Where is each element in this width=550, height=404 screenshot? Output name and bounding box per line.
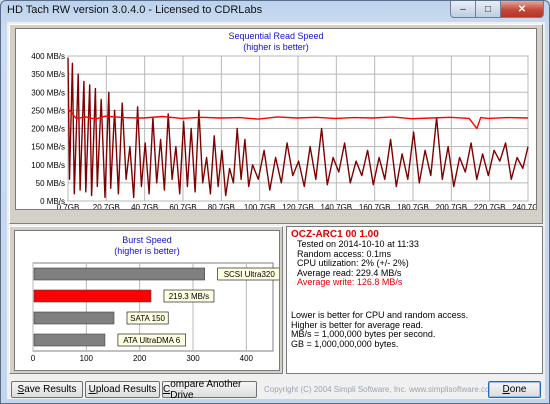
y-tick-label: 100 MB/s [31, 161, 65, 170]
x-tick-label: 100.7GB [244, 203, 276, 209]
burst-x-tick-label: 100 [80, 354, 94, 363]
burst-bar [33, 333, 106, 347]
x-tick-label: 20.7GB [93, 203, 120, 209]
x-tick-label: 40.7GB [131, 203, 158, 209]
title-bar[interactable]: HD Tach RW version 3.0.4.0 - Licensed to… [1, 1, 549, 21]
cpu-utilization: CPU utilization: 2% (+/- 2%) [297, 258, 409, 268]
note-line: GB = 1,000,000,000 bytes. [291, 338, 399, 349]
sequential-title: Sequential Read Speed (higher is better) [16, 31, 536, 53]
y-tick-label: 150 MB/s [31, 143, 65, 152]
x-tick-label: 180.7GB [397, 203, 429, 209]
burst-label-box [126, 311, 169, 325]
upload-label: pload Results [95, 384, 157, 395]
client-area: Sequential Read Speed (higher is better)… [7, 22, 545, 401]
test-results: Tested on 2014-10-10 at 11:33 Random acc… [297, 239, 419, 288]
burst-label-box [217, 267, 279, 281]
burst-plot: Burst Speed (higher is better) 0 100 200 30… [14, 230, 280, 371]
x-tick-label: 240.7GB [512, 203, 536, 209]
y-tick-label: 350 MB/s [31, 70, 65, 79]
burst-chart: 0 100 200 300 400 SCSI Ultra320 219.3 MB/s SATA… [31, 262, 279, 363]
done-accelerator: D [502, 384, 510, 395]
sequential-plot: Sequential Read Speed (higher is better)… [15, 28, 537, 210]
minimize-icon: – [460, 3, 466, 15]
burst-bar-label: ATA UltraDMA 6 [123, 336, 181, 345]
close-button[interactable]: ✕ [501, 1, 544, 18]
sequential-title-line1: Sequential Read Speed [228, 31, 324, 41]
compare-accelerator: C [163, 384, 171, 395]
write-speed-line [67, 57, 529, 199]
drive-name: OCZ-ARC1 00 1.00 [291, 229, 379, 240]
burst-x-tick-label: 400 [240, 354, 254, 363]
y-tick-label: 200 MB/s [31, 125, 65, 134]
close-icon: ✕ [517, 3, 527, 15]
done-label: one [509, 384, 527, 395]
y-tick-label: 50 MB/s [36, 179, 65, 188]
window-controls: – □ ✕ [450, 1, 544, 19]
y-tick-label: 250 MB/s [31, 106, 65, 115]
burst-bar-label: SATA 150 [130, 314, 165, 323]
burst-title-line1: Burst Speed [122, 235, 172, 245]
copyright-text[interactable]: Copyright (C) 2004 Simpli Software, Inc.… [264, 385, 497, 394]
burst-bar [33, 289, 152, 303]
y-tick-label: 300 MB/s [31, 88, 65, 97]
read-speed-line [67, 108, 529, 130]
x-tick-label: 160.7GB [359, 203, 391, 209]
y-tick-label: 400 MB/s [31, 52, 65, 61]
sequential-panel: Sequential Read Speed (higher is better)… [9, 24, 543, 224]
average-write: Average write: 126.8 MB/s [297, 277, 403, 287]
sequential-chart: 400 MB/s 350 MB/s 300 MB/s 250 MB/s 200 MB/s… [31, 52, 536, 209]
burst-panel: Burst Speed (higher is better) 0 100 200 30… [9, 226, 283, 374]
burst-bar-label: 219.3 MB/s [169, 292, 209, 301]
x-tick-label: 220.7GB [474, 203, 506, 209]
burst-x-tick-label: 300 [186, 354, 200, 363]
burst-x-tick-label: 0 [31, 354, 36, 363]
notes: Lower is better for CPU and random acces… [291, 310, 469, 349]
y-tick-label: 0 MB/s [40, 197, 65, 206]
burst-x-tick-label: 200 [133, 354, 147, 363]
note-line: MB/s = 1,000,000 bytes per second. [291, 329, 436, 340]
x-tick-label: 140.7GB [321, 203, 353, 209]
burst-label-box [117, 333, 186, 347]
sequential-title-line2: (higher is better) [243, 42, 309, 52]
burst-bar [33, 267, 205, 281]
info-panel: OCZ-ARC1 00 1.00 Tested on 2014-10-10 at… [286, 226, 543, 374]
maximize-icon: □ [484, 3, 492, 15]
save-label: ave Results [24, 384, 77, 395]
average-read: Average read: 229.4 MB/s [297, 267, 402, 278]
burst-bar-label: SCSI Ultra320 [224, 270, 276, 279]
window-title: HD Tach RW version 3.0.4.0 - Licensed to… [7, 4, 263, 16]
burst-title: Burst Speed (higher is better) [15, 235, 279, 257]
x-tick-label: 60.7GB [169, 203, 196, 209]
x-tick-label: 200.7GB [436, 203, 468, 209]
random-access: Random access: 0.1ms [297, 248, 392, 259]
note-line: Lower is better for CPU and random acces… [291, 310, 469, 320]
minimize-button[interactable]: – [450, 1, 476, 18]
x-tick-label: 80.7GB [208, 203, 235, 209]
x-tick-label: 120.7GB [282, 203, 314, 209]
upload-accelerator: U [88, 384, 96, 395]
maximize-button[interactable]: □ [476, 1, 501, 18]
save-accelerator: S [17, 384, 25, 395]
burst-bar [33, 311, 115, 325]
burst-label-box [163, 289, 215, 303]
x-tick-label: 0.7GB [57, 203, 80, 209]
burst-title-line2: (higher is better) [114, 246, 180, 256]
tested-date: Tested on 2014-10-10 at 11:33 [297, 239, 419, 249]
compare-label: ompare Another Drive [170, 378, 242, 401]
note-line: Higher is better for average read. [291, 319, 424, 330]
